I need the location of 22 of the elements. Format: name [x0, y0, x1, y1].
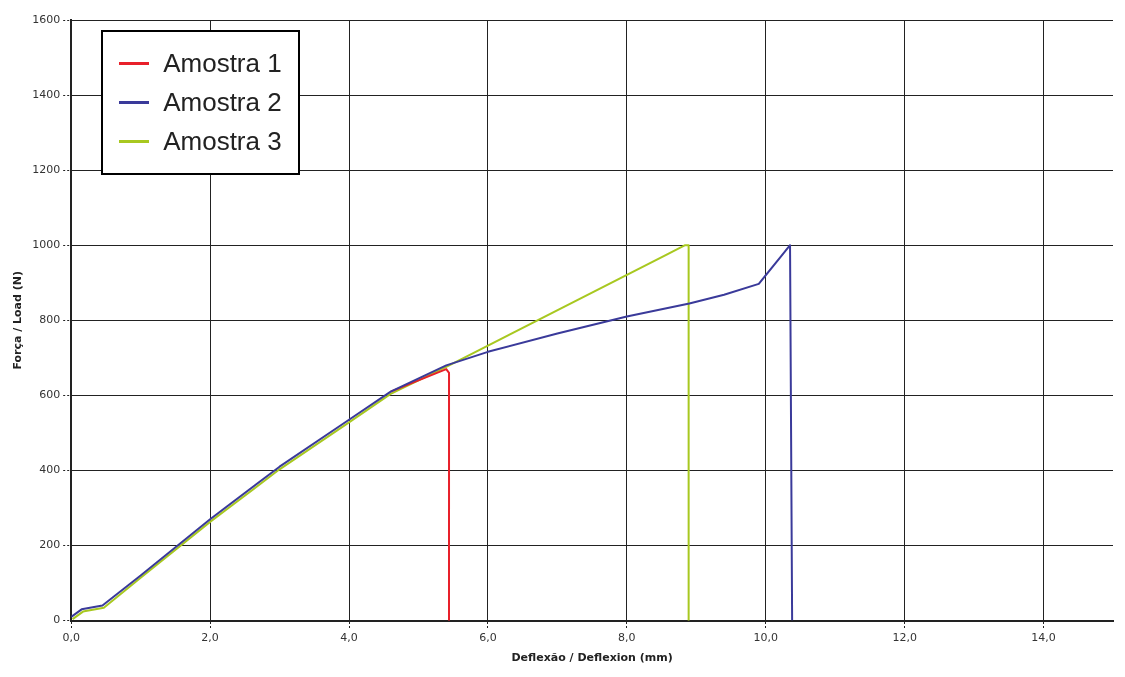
x-axis-title: Deflexão / Deflexion (mm)	[511, 651, 673, 665]
y-tick-label: 1000	[32, 238, 61, 252]
y-tick-label: 1400	[32, 87, 61, 101]
y-tick-label: 0	[53, 613, 61, 627]
x-tick-label: 14,0	[1031, 631, 1056, 645]
y-tick-label: 800	[39, 313, 61, 327]
x-tick-label: 4,0	[340, 631, 358, 645]
x-tick-label: 10,0	[753, 631, 778, 645]
y-axis-title: Força / Load (N)	[11, 270, 25, 370]
y-tick-label: 400	[39, 463, 61, 477]
x-tick-label: 8,0	[618, 631, 636, 645]
y-tick-label: 1200	[32, 163, 61, 177]
legend-label: Amostra 1	[163, 48, 282, 79]
x-tick-label: 2,0	[201, 631, 219, 645]
x-tick-label: 0,0	[62, 631, 80, 645]
x-tick-label: 6,0	[479, 631, 497, 645]
legend-label: Amostra 3	[163, 126, 282, 157]
y-tick-label: 1600	[32, 12, 61, 26]
y-tick-label: 200	[39, 538, 61, 552]
legend-label: Amostra 2	[163, 87, 282, 118]
y-tick-label: 600	[39, 388, 61, 402]
x-tick-label: 12,0	[892, 631, 917, 645]
